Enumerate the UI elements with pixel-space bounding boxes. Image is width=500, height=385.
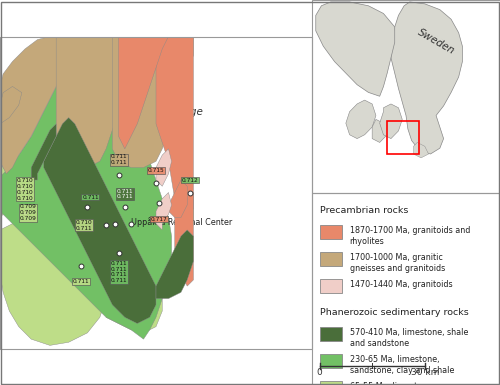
Text: 230-65 Ma, limestone,
sandstone, clay and shale: 230-65 Ma, limestone, sandstone, clay an… [350, 355, 454, 375]
Text: Blekinge: Blekinge [158, 107, 204, 117]
Text: 0.711: 0.711 [73, 279, 90, 284]
Text: Sweden: Sweden [416, 27, 457, 56]
Polygon shape [0, 161, 18, 218]
Polygon shape [414, 142, 428, 158]
Polygon shape [44, 118, 156, 323]
Polygon shape [168, 180, 187, 218]
Text: Småland: Småland [106, 64, 156, 74]
Polygon shape [31, 124, 56, 180]
Text: Scania: Scania [64, 145, 104, 158]
FancyBboxPatch shape [320, 354, 342, 368]
Polygon shape [0, 199, 106, 345]
Text: 0.711
0.711: 0.711 0.711 [110, 154, 127, 165]
Text: 30 km: 30 km [410, 368, 439, 377]
FancyBboxPatch shape [320, 252, 342, 266]
Text: 570-410 Ma, limestone, shale
and sandstone: 570-410 Ma, limestone, shale and sandsto… [350, 328, 468, 348]
Polygon shape [372, 119, 387, 142]
Polygon shape [156, 192, 172, 230]
Text: 0.710
0.710
0.710
0.710: 0.710 0.710 0.710 0.710 [16, 178, 34, 201]
Polygon shape [50, 37, 125, 167]
FancyBboxPatch shape [320, 381, 342, 385]
Text: 1470-1440 Ma, granitoids: 1470-1440 Ma, granitoids [350, 280, 452, 289]
Polygon shape [380, 104, 402, 139]
Text: 0.711
0.711
0.711
0.711: 0.711 0.711 0.711 0.711 [110, 261, 127, 283]
Text: 1870-1700 Ma, granitoids and
rhyolites: 1870-1700 Ma, granitoids and rhyolites [350, 226, 470, 246]
Text: 0.710
0.711: 0.710 0.711 [76, 220, 92, 231]
Polygon shape [56, 37, 194, 167]
Polygon shape [0, 86, 22, 124]
Text: 0.711
0.711: 0.711 0.711 [116, 189, 133, 199]
Text: 0.715: 0.715 [148, 168, 164, 173]
Text: Precambrian rocks: Precambrian rocks [320, 206, 408, 215]
Text: 0: 0 [316, 368, 322, 377]
Text: 0.711: 0.711 [82, 195, 99, 200]
Polygon shape [106, 274, 162, 333]
Polygon shape [118, 37, 168, 149]
Text: 0.712: 0.712 [182, 177, 198, 182]
FancyBboxPatch shape [320, 327, 342, 341]
Polygon shape [156, 230, 194, 299]
Polygon shape [316, 2, 394, 96]
Polygon shape [156, 149, 172, 186]
Polygon shape [156, 37, 194, 286]
Polygon shape [0, 37, 172, 339]
Text: 1700-1000 Ma, granitic
gneisses and granitoids: 1700-1000 Ma, granitic gneisses and gran… [350, 253, 445, 273]
Text: 65-55 Ma, limestone: 65-55 Ma, limestone [350, 382, 432, 385]
Text: 0.717: 0.717 [150, 216, 168, 221]
Polygon shape [0, 37, 81, 174]
Text: Phanerozoic sedimentary rocks: Phanerozoic sedimentary rocks [320, 308, 468, 317]
Polygon shape [172, 192, 194, 274]
Bar [387, 121, 419, 154]
Text: 0.709
0.709
0.709: 0.709 0.709 0.709 [20, 204, 36, 221]
Text: Uppåkra Regional Center: Uppåkra Regional Center [131, 218, 232, 227]
Polygon shape [0, 127, 16, 158]
Polygon shape [346, 100, 376, 139]
Polygon shape [0, 86, 22, 124]
Polygon shape [391, 2, 462, 154]
FancyBboxPatch shape [320, 225, 342, 239]
FancyBboxPatch shape [320, 279, 342, 293]
